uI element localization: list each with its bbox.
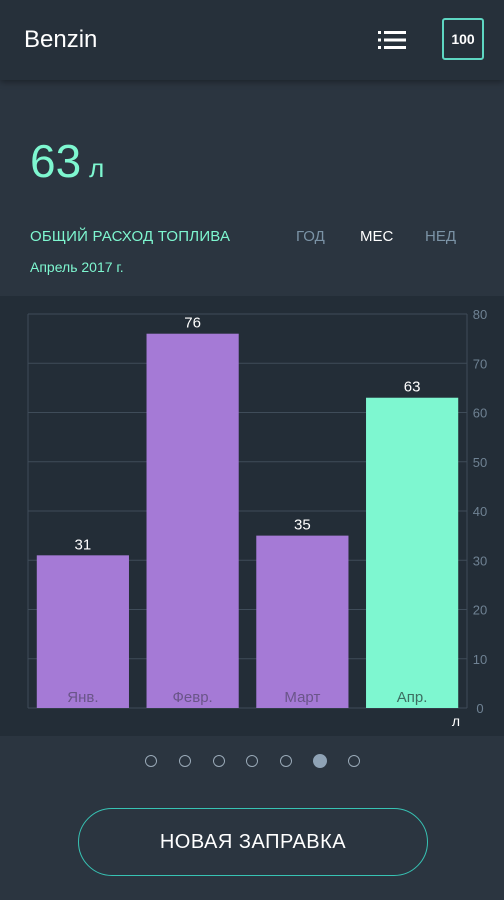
new-refuel-label: НОВАЯ ЗАПРАВКА (159, 830, 347, 853)
bar-value-label: 35 (294, 517, 311, 534)
total-consumption: 63 л (30, 134, 104, 188)
category-label: Февр. (173, 689, 213, 706)
y-tick-label: 10 (473, 652, 487, 667)
bar (146, 333, 239, 708)
app-title: Benzin (24, 26, 98, 53)
new-refuel-button[interactable]: НОВАЯ ЗАПРАВКА (78, 808, 428, 876)
bar (36, 555, 129, 708)
y-tick-label: 40 (473, 504, 487, 519)
total-unit: л (89, 153, 105, 183)
list-icon (378, 31, 406, 49)
y-tick-label: 70 (473, 356, 487, 371)
hundred-button[interactable]: 100 (442, 18, 484, 60)
bar-value-label: 76 (184, 315, 201, 332)
period-tabs: ГОД МЕС НЕД (0, 228, 504, 246)
page-dot[interactable] (313, 754, 327, 768)
bar-value-label: 31 (75, 536, 92, 553)
page-dot[interactable] (213, 755, 225, 767)
category-label: Март (284, 689, 320, 706)
page-indicator (0, 752, 504, 772)
fuel-bar-chart: 0 10 20 30 40 50 60 70 80 л 31 Янв. 76 Февр. 35 Март 63 А… (27, 307, 487, 729)
y-tick-label: 30 (473, 553, 487, 568)
tab-month[interactable]: МЕС (360, 228, 394, 245)
page-dot[interactable] (145, 755, 157, 767)
bar-value-label: 63 (404, 379, 421, 396)
tab-week[interactable]: НЕД (425, 228, 456, 245)
app-bar: Benzin 100 (0, 0, 504, 80)
fuel-chart: 0 10 20 30 40 50 60 70 80 л 31 Янв. 76 Февр. 35 Март 63 А… (0, 296, 504, 736)
section-title: ОБЩИЙ РАСХОД ТОПЛИВА (30, 228, 231, 245)
y-tick-label: 0 (476, 701, 483, 716)
tab-year[interactable]: ГОД (296, 228, 325, 245)
y-tick-label: 60 (473, 406, 487, 421)
page-dot[interactable] (348, 755, 360, 767)
y-tick-label: 50 (473, 455, 487, 470)
bar (366, 397, 459, 708)
category-label: Янв. (67, 689, 98, 706)
page-dot[interactable] (280, 755, 292, 767)
page-dot[interactable] (179, 755, 191, 767)
period-label: Апрель 2017 г. (30, 259, 124, 275)
hundred-label: 100 (451, 31, 475, 47)
total-value: 63 (30, 135, 82, 187)
y-tick-label: 20 (473, 603, 487, 618)
y-unit-label: л (452, 713, 460, 729)
list-button[interactable] (372, 22, 412, 58)
bar (256, 535, 349, 708)
y-tick-label: 80 (473, 307, 487, 322)
page-dot[interactable] (246, 755, 258, 767)
category-label: Апр. (397, 689, 428, 706)
